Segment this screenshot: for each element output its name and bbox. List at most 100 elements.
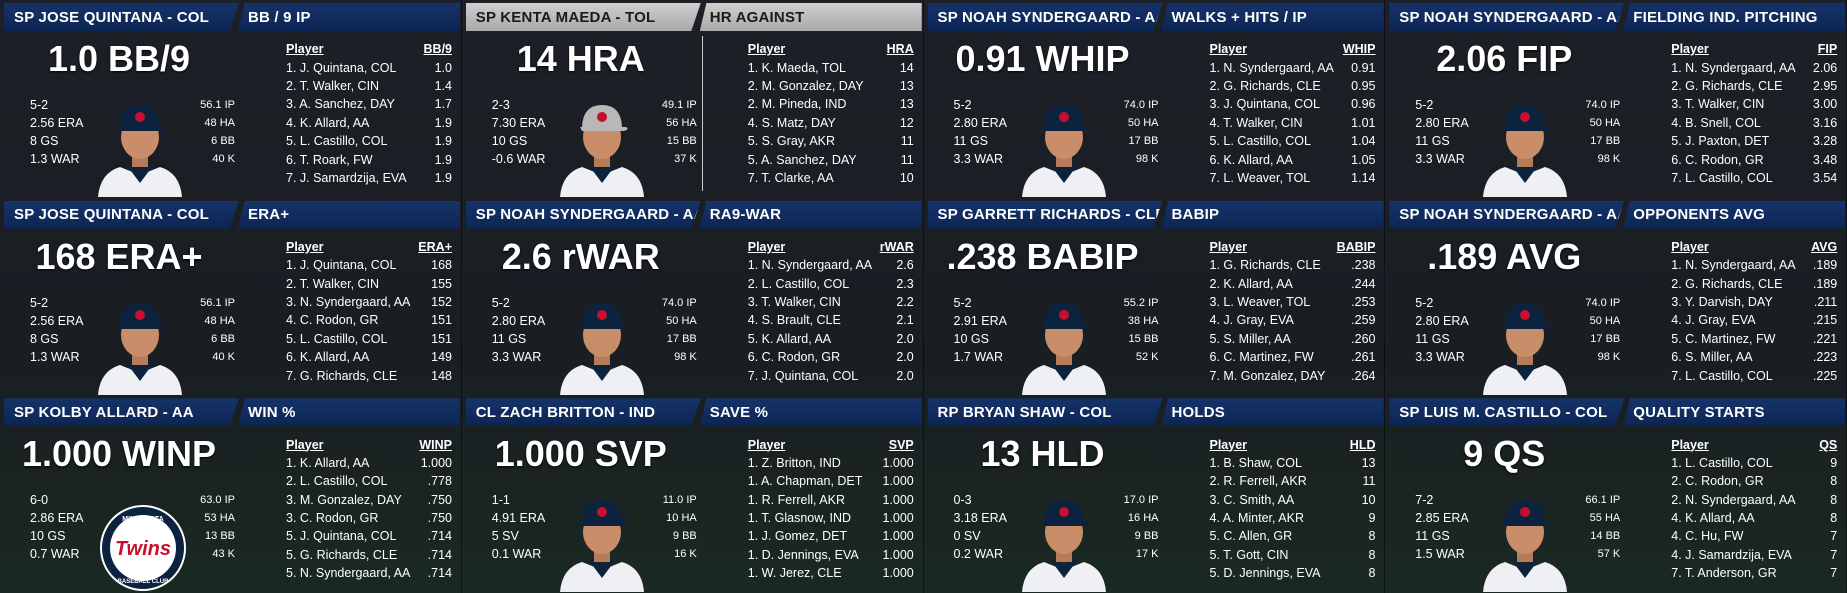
player-stat-value: 52 K (1135, 350, 1159, 363)
stat-leader-panel[interactable]: SP NOAH SYNDERGAARD - AA WALKS + HITS / … (923, 0, 1386, 198)
leader-name: 5. S. Miller, AA (1209, 331, 1291, 346)
featured-stat-value: .238 BABIP (946, 235, 1139, 277)
leader-name: 6. S. Miller, AA (1671, 350, 1753, 365)
leader-name: 5. J. Quintana, COL (286, 529, 397, 544)
table-row: 5. J. Paxton, DET 3.28 (1671, 132, 1837, 150)
stat-leader-panel[interactable]: RP BRYAN SHAW - COL HOLDS 13 HLD 0-3 3.18… (923, 395, 1386, 593)
logo-top-text: MINNESOTA (122, 516, 163, 523)
leader-name: 2. G. Richards, CLE (1209, 78, 1321, 93)
player-stat-line: 3.3 WAR (1415, 152, 1465, 166)
leader-value: .189 (1812, 276, 1838, 291)
leader-name: 1. A. Chapman, DET (747, 474, 863, 489)
table-row: 5. C. Allen, GR 8 (1210, 527, 1376, 545)
leader-value: 2.0 (896, 331, 914, 346)
stat-category-header: WALKS + HITS / IP (1161, 3, 1384, 31)
column-header-stat: rWAR (879, 239, 914, 254)
table-row: 1. D. Jennings, EVA 1.000 (748, 546, 914, 564)
table-row: 4. K. Allard, AA 8 (1671, 509, 1837, 527)
table-row: 1. T. Glasnow, IND 1.000 (748, 509, 914, 527)
table-row: 3. C. Rodon, GR .750 (286, 509, 452, 527)
player-stat-line: 5-2 (953, 295, 972, 310)
leaders-table: Player rWAR 1. N. Syndergaard, AA 2.6 2.… (748, 238, 914, 385)
player-stat-value: 15 BB (666, 135, 697, 147)
stat-leader-panel[interactable]: CL ZACH BRITTON - IND SAVE % 1.000 SVP 1… (461, 395, 924, 593)
logo-bottom-text: BASEBALL CLUB (118, 579, 170, 585)
player-stat-line: 2.80 ERA (491, 313, 546, 328)
leader-value: .264 (1351, 368, 1376, 383)
player-record-stats: 6-0 2.86 ERA 10 GS 0.7 WAR (30, 491, 84, 563)
table-row: 5. G. Richards, CLE .714 (286, 546, 452, 564)
leader-value: .253 (1351, 295, 1376, 310)
player-stat-line: 6-0 (30, 493, 49, 508)
leader-value: 2.3 (896, 276, 914, 291)
player-record-stats: 5-2 2.80 ERA 11 GS 3.3 WAR (492, 294, 546, 366)
table-row: 2. L. Castillo, COL 2.3 (748, 274, 914, 292)
player-pitching-stats: 55.2 IP 38 HA 15 BB 52 K (1104, 294, 1159, 366)
player-stat-line: 1.3 WAR (30, 349, 80, 364)
leader-value: .750 (427, 492, 452, 507)
table-header: Player HRA (748, 40, 914, 58)
table-row: 3. M. Gonzalez, DAY .750 (286, 490, 452, 508)
stat-leader-panel[interactable]: SP NOAH SYNDERGAARD - AA OPPONENTS AVG .… (1385, 197, 1847, 396)
player-stat-value: 9 BB (672, 530, 697, 543)
leader-value: 1.000 (882, 529, 914, 544)
leader-name: 3. N. Syndergaard, AA (286, 295, 411, 310)
stat-leader-panel[interactable]: SP KENTA MAEDA - TOL HR AGAINST 14 HRA 2… (461, 0, 924, 198)
stat-leader-panel[interactable]: SP JOSE QUINTANA - COL BB / 9 IP 1.0 BB/… (0, 0, 462, 198)
stat-leader-panel[interactable]: SP KOLBY ALLARD - AA WIN % 1.000 WINP 6-… (0, 395, 462, 593)
table-row: 4. J. Samardzija, EVA 7 (1671, 546, 1837, 564)
table-row: 7. J. Quintana, COL 2.0 (748, 366, 914, 384)
player-stat-line: 7-2 (1415, 493, 1434, 508)
player-stat-value: 48 HA (204, 314, 235, 327)
column-header-player: Player (747, 437, 786, 452)
table-row: 5. S. Gray, AKR 11 (748, 132, 914, 150)
leader-name: 2. T. Walker, CIN (286, 276, 380, 291)
leader-value: 0.91 (1351, 60, 1376, 75)
table-row: 1. B. Shaw, COL 13 (1210, 454, 1376, 472)
leader-name: 1. W. Jerez, CLE (747, 566, 842, 581)
leader-name: 7. L. Weaver, TOL (1209, 170, 1311, 185)
leader-name: 2. C. Rodon, GR (1671, 474, 1764, 489)
column-header-player: Player (286, 42, 324, 57)
leader-name: 5. T. Gott, CIN (1209, 547, 1289, 562)
stat-leader-panel[interactable]: SP LUIS M. CASTILLO - COL QUALITY STARTS… (1385, 395, 1847, 593)
leader-name: 1. N. Syndergaard, AA (1209, 60, 1334, 75)
table-row: 4. C. Rodon, GR 151 (286, 311, 452, 329)
stat-leader-panel[interactable]: SP GARRETT RICHARDS - CLE BABIP .238 BAB… (923, 197, 1386, 396)
column-header-player: Player (1671, 437, 1709, 452)
featured-stat-value: 1.0 BB/9 (47, 38, 191, 79)
player-stat-line: 8 GS (30, 134, 59, 148)
table-row: 3. J. Quintana, COL 0.96 (1210, 95, 1376, 113)
player-stat-line: 5-2 (953, 98, 972, 112)
table-header: Player FIP (1671, 40, 1837, 58)
table-row: 3. L. Weaver, TOL .253 (1210, 293, 1376, 311)
table-row: 5. J. Quintana, COL .714 (286, 527, 452, 545)
table-row: 5. K. Allard, AA 2.0 (748, 330, 914, 348)
player-stat-value: 16 K (674, 548, 697, 561)
column-header-stat: FIP (1817, 42, 1838, 57)
player-stat-value: 74.0 IP (1585, 99, 1621, 111)
player-stat-value: 98 K (674, 350, 697, 363)
stat-leader-panel[interactable]: SP NOAH SYNDERGAARD - AA RA9-WAR 2.6 rWA… (461, 197, 924, 396)
table-row: 6. T. Roark, FW 1.9 (286, 150, 452, 168)
leader-value: .260 (1351, 331, 1376, 346)
player-stat-line: 11 GS (1415, 529, 1450, 544)
leader-name: 6. K. Allard, AA (286, 350, 370, 365)
table-row: 1. K. Maeda, TOL 14 (748, 58, 914, 76)
player-portrait-icon (552, 93, 652, 197)
stat-leader-panel[interactable]: SP JOSE QUINTANA - COL ERA+ 168 ERA+ 5-2… (0, 197, 462, 396)
featured-stat-value: 9 QS (1463, 433, 1546, 475)
stat-leader-panel[interactable]: SP NOAH SYNDERGAARD - AA FIELDING IND. P… (1385, 0, 1847, 198)
leader-name: 3. C. Smith, AA (1209, 492, 1295, 507)
table-row: 5. A. Sanchez, DAY 11 (748, 150, 914, 168)
table-row: 4. J. Gray, EVA .259 (1210, 311, 1376, 329)
player-stat-line: 4.91 ERA (491, 511, 546, 526)
leader-name: 1. J. Gomez, DET (747, 529, 848, 544)
featured-player-header: SP JOSE QUINTANA - COL (4, 3, 239, 31)
table-row: 7. J. Samardzija, EVA 1.9 (286, 169, 452, 187)
player-stat-line: 1.5 WAR (1415, 547, 1465, 562)
leader-value: 9 (1830, 455, 1838, 470)
leader-value: 14 (899, 60, 914, 75)
table-row: 1. N. Syndergaard, AA 2.6 (748, 256, 914, 274)
player-record-stats: 5-2 2.80 ERA 11 GS 3.3 WAR (1415, 96, 1469, 168)
